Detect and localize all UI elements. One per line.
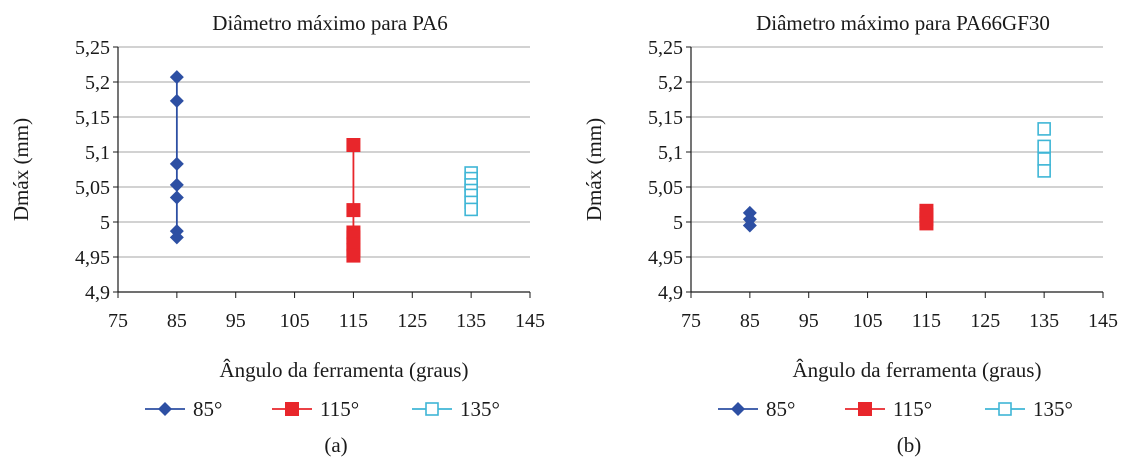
series-2 xyxy=(464,166,478,217)
chart-svg-a: Diâmetro máximo para PA64,94,9555,055,15… xyxy=(9,11,545,457)
data-point xyxy=(919,216,934,231)
x-tick-label: 95 xyxy=(799,310,819,332)
series-1 xyxy=(919,203,934,231)
legend-marker xyxy=(998,402,1012,416)
chart-title: Diâmetro máximo para PA6 xyxy=(212,11,447,35)
data-point xyxy=(169,93,184,108)
y-tick-label: 5,1 xyxy=(658,142,683,164)
x-tick-label: 115 xyxy=(339,310,368,332)
data-point xyxy=(742,218,757,233)
legend-marker xyxy=(425,402,439,416)
x-tick-label: 85 xyxy=(740,310,760,332)
y-axis-label: Dmáx (mm) xyxy=(9,118,33,221)
x-tick-label: 95 xyxy=(226,310,246,332)
chart-panel-b: Diâmetro máximo para PA66GF30 4,9 4,95 5 5,0… xyxy=(573,0,1145,465)
y-tick-label: 5,2 xyxy=(85,72,110,94)
y-tick-label: 4,95 xyxy=(648,247,683,269)
legend-label: 135° xyxy=(1033,397,1073,421)
legend-item-0: 85° xyxy=(718,397,795,421)
y-tick-label: 5,25 xyxy=(75,37,110,59)
data-point xyxy=(346,248,361,263)
legend-item-1: 115° xyxy=(845,397,932,421)
panel-caption: (a) xyxy=(324,433,347,457)
y-tick-label: 5,2 xyxy=(658,72,683,94)
y-tick-label: 5,1 xyxy=(85,142,110,164)
data-point xyxy=(464,202,478,217)
x-tick-label: 125 xyxy=(397,310,427,332)
y-tick-label: 4,9 xyxy=(658,282,683,304)
series-2 xyxy=(1037,122,1051,178)
y-tick-label: 5 xyxy=(673,212,683,234)
y-tick-label: 5 xyxy=(100,212,110,234)
y-tick-label: 5,15 xyxy=(648,107,683,129)
data-point xyxy=(1037,122,1051,136)
x-tick-label: 75 xyxy=(681,310,701,332)
data-point xyxy=(169,230,184,245)
chart-title: Diâmetro máximo para PA66GF30 xyxy=(756,11,1050,35)
panel-caption: (b) xyxy=(897,433,922,457)
y-tick-label: 4,95 xyxy=(75,247,110,269)
x-tick-label: 85 xyxy=(167,310,187,332)
legend-item-2: 135° xyxy=(412,397,500,421)
legend-label: 115° xyxy=(320,397,359,421)
y-tick-label: 5,05 xyxy=(648,177,683,199)
legend-item-1: 115° xyxy=(272,397,359,421)
legend-marker xyxy=(285,402,299,416)
x-tick-label: 135 xyxy=(1029,310,1059,332)
legend-marker xyxy=(158,402,172,416)
legend-label: 85° xyxy=(766,397,795,421)
series-0 xyxy=(742,205,757,233)
data-point xyxy=(169,156,184,171)
y-tick-label: 4,9 xyxy=(85,282,110,304)
legend-label: 85° xyxy=(193,397,222,421)
x-axis-label: Ângulo da ferramenta (graus) xyxy=(793,358,1042,382)
chart-panel-a: Diâmetro máximo para PA6 4,9 4,95 5 5,05 5,1 5… xyxy=(0,0,572,465)
data-point xyxy=(346,138,361,152)
legend-marker xyxy=(731,402,745,416)
legend-label: 115° xyxy=(893,397,932,421)
x-tick-label: 105 xyxy=(280,310,310,332)
x-axis-label: Ângulo da ferramenta (graus) xyxy=(220,358,469,382)
y-axis-label: Dmáx (mm) xyxy=(582,118,606,221)
x-tick-label: 105 xyxy=(853,310,883,332)
x-tick-label: 135 xyxy=(456,310,486,332)
y-tick-label: 5,15 xyxy=(75,107,110,129)
data-point xyxy=(1037,152,1051,166)
data-point xyxy=(169,190,184,205)
x-tick-label: 145 xyxy=(1088,310,1118,332)
legend-item-0: 85° xyxy=(145,397,222,421)
y-tick-label: 5,05 xyxy=(75,177,110,199)
chart-svg-b: Diâmetro máximo para PA66GF30 4,9 4,95 5 5,0… xyxy=(582,11,1118,457)
x-tick-label: 125 xyxy=(970,310,1000,332)
data-point xyxy=(346,203,361,218)
legend-item-2: 135° xyxy=(985,397,1073,421)
x-tick-label: 115 xyxy=(912,310,941,332)
x-tick-label: 75 xyxy=(108,310,128,332)
x-tick-label: 145 xyxy=(515,310,545,332)
y-tick-label: 5,25 xyxy=(648,37,683,59)
series-1 xyxy=(346,138,361,263)
data-point xyxy=(1037,139,1051,154)
series-0 xyxy=(169,70,184,245)
legend-label: 135° xyxy=(460,397,500,421)
data-point xyxy=(169,177,184,192)
legend-marker xyxy=(858,402,872,416)
data-point xyxy=(1037,164,1051,178)
data-point xyxy=(169,70,184,85)
